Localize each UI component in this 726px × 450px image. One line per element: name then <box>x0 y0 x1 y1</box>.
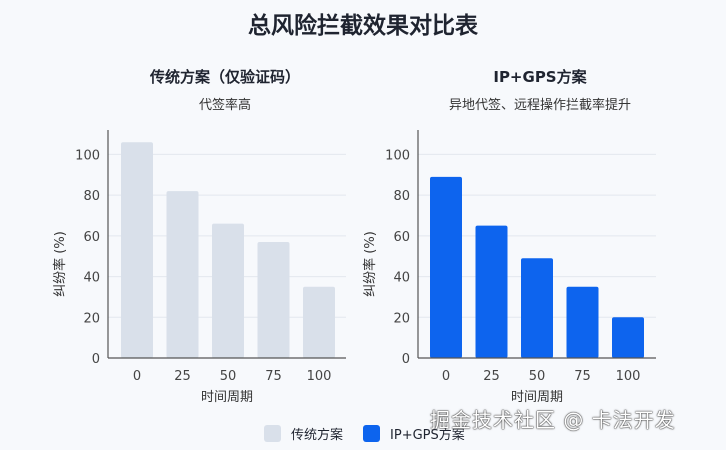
bar <box>303 286 335 358</box>
watermark: 掘金技术社区 @ 卡法开发 <box>430 408 676 432</box>
x-tick-label: 0 <box>442 369 450 384</box>
bar <box>121 142 153 358</box>
x-axis-label: 时间周期 <box>201 390 253 405</box>
x-tick-label: 0 <box>133 369 141 384</box>
bar <box>430 176 462 358</box>
legend-label: IP+GPS方案 <box>390 428 465 443</box>
bar <box>612 317 644 358</box>
y-tick-label: 100 <box>385 148 410 163</box>
y-tick-label: 0 <box>402 352 410 367</box>
y-tick-label: 40 <box>393 271 410 286</box>
bar <box>475 225 508 358</box>
legend: 传统方案 IP+GPS方案 <box>264 424 485 443</box>
bar <box>212 223 244 358</box>
y-tick-label: 80 <box>83 189 100 204</box>
x-tick-label: 100 <box>307 369 332 384</box>
y-tick-label: 100 <box>75 148 100 163</box>
x-tick-label: 50 <box>220 369 237 384</box>
x-tick-label: 75 <box>265 369 282 384</box>
legend-swatch <box>264 425 281 442</box>
legend-swatch <box>363 425 381 442</box>
y-tick-label: 20 <box>83 311 100 326</box>
bar <box>257 241 290 358</box>
y-axis-label: 纠纷率 (%) <box>362 231 378 297</box>
bar <box>166 191 199 358</box>
right-chart-title: IP+GPS方案 <box>493 68 587 86</box>
legend-label: 传统方案 <box>291 428 344 443</box>
y-tick-label: 20 <box>393 311 410 326</box>
legend-item-ipgps: IP+GPS方案 <box>363 424 465 443</box>
x-tick-label: 75 <box>574 369 591 384</box>
y-tick-label: 60 <box>83 230 100 245</box>
y-tick-label: 80 <box>393 189 410 204</box>
left-chart-title: 传统方案（仅验证码） <box>149 68 300 86</box>
bar <box>566 286 599 358</box>
left-chart-subtitle: 代签率高 <box>198 98 251 113</box>
x-tick-label: 100 <box>616 369 641 384</box>
main-title: 总风险拦截效果对比表 <box>248 13 478 39</box>
x-tick-label: 25 <box>174 369 191 384</box>
legend-item-traditional: 传统方案 <box>264 424 343 443</box>
y-tick-label: 0 <box>92 352 100 367</box>
y-tick-label: 40 <box>83 271 100 286</box>
right-chart-subtitle: 异地代签、远程操作拦截率提升 <box>448 98 631 113</box>
y-axis-label: 纠纷率 (%) <box>52 231 68 297</box>
y-tick-label: 60 <box>393 230 410 245</box>
x-tick-label: 50 <box>529 369 546 384</box>
x-axis-label: 时间周期 <box>511 390 563 405</box>
x-tick-label: 25 <box>483 369 500 384</box>
bar <box>521 258 553 358</box>
